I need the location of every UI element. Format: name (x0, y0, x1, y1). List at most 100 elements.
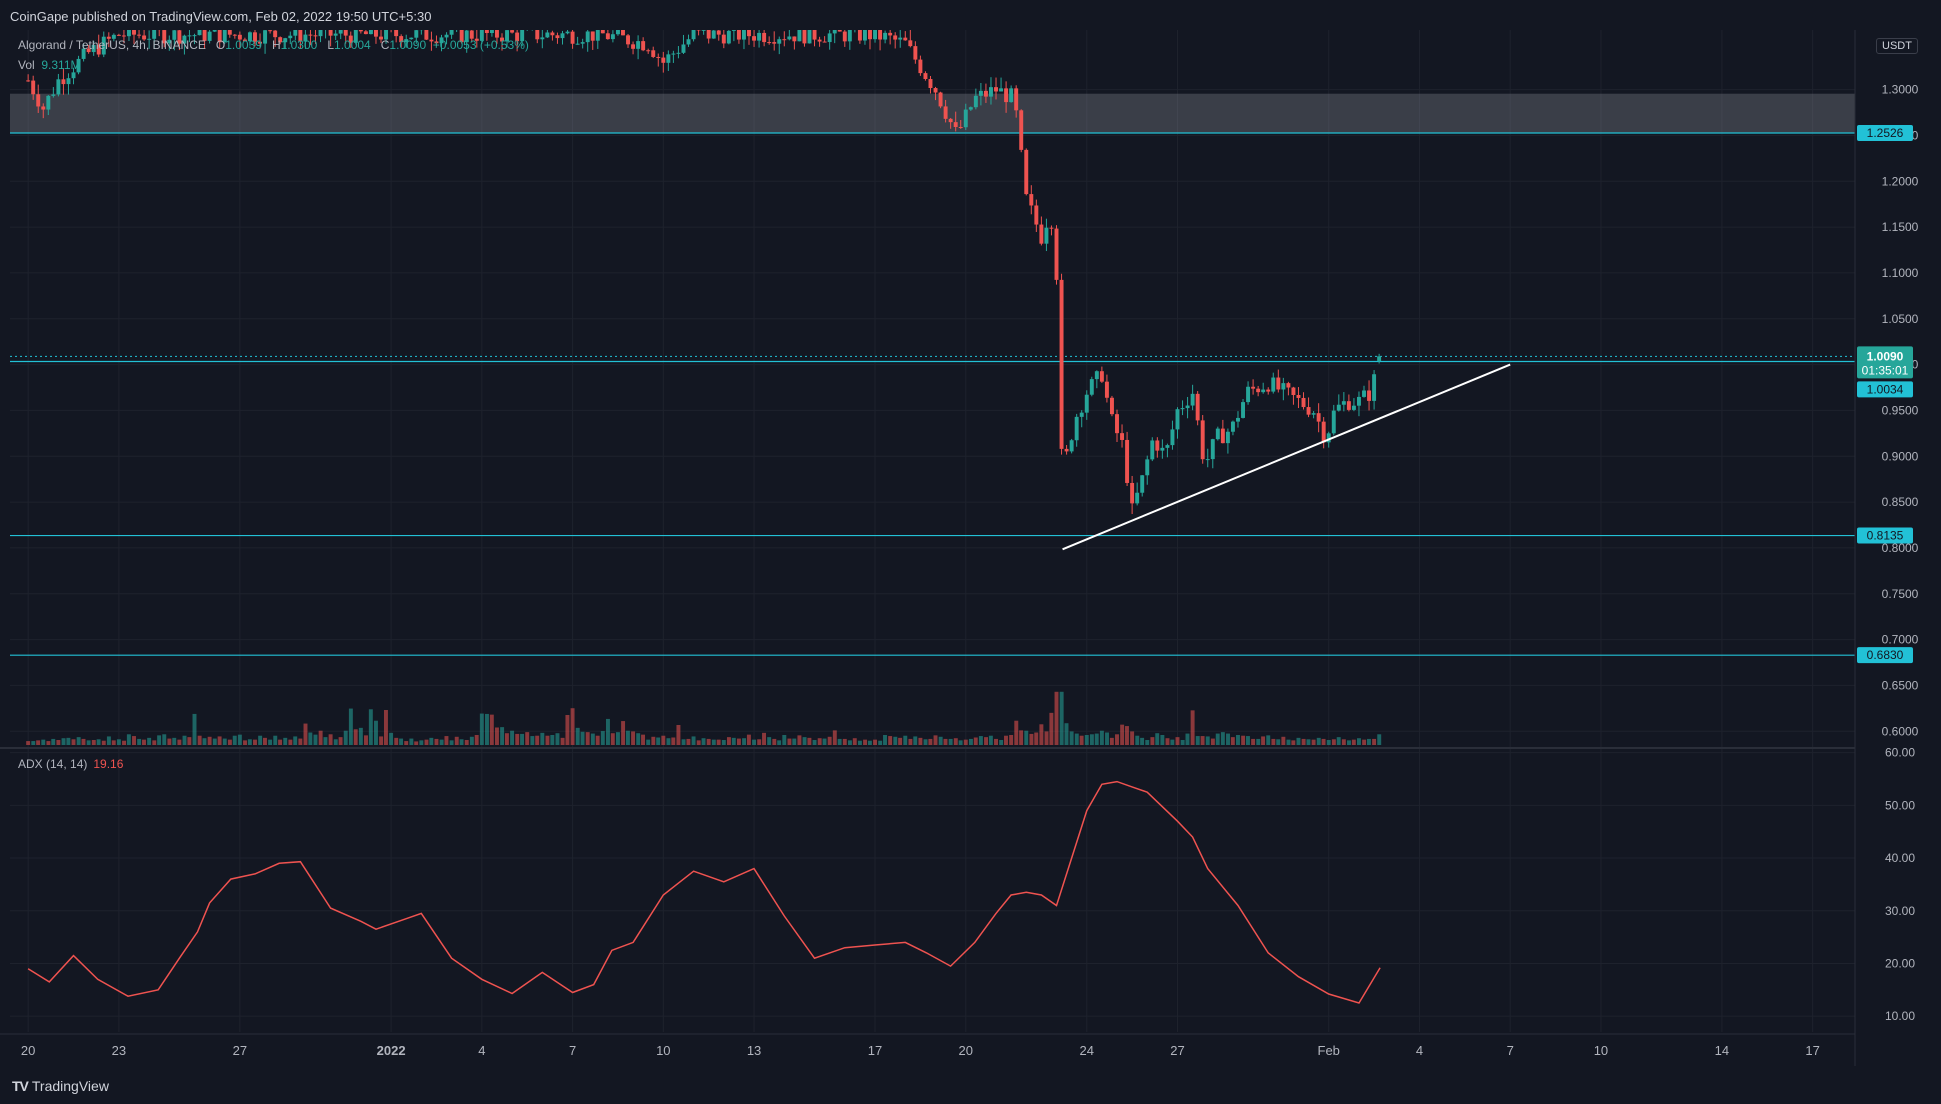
time-tick-label: 17 (1805, 1043, 1819, 1058)
candle-body (449, 27, 454, 35)
volume-bar (948, 738, 953, 745)
volume-bar (605, 718, 610, 745)
level-label-bg (1857, 125, 1913, 142)
volume-bar (424, 739, 429, 745)
candle-body (1230, 421, 1235, 432)
volume-bar (1105, 732, 1109, 745)
level-label-bg (1857, 381, 1913, 398)
candle-body (1039, 224, 1044, 244)
volume-bar (298, 738, 303, 745)
candle-body (313, 35, 318, 37)
volume-bar (192, 713, 197, 745)
candle-body (253, 32, 257, 42)
volume-bar (76, 737, 81, 745)
volume-bar (111, 740, 116, 745)
volume-bar (434, 738, 439, 745)
candle-body (81, 48, 86, 59)
close-value: 1.0090 (389, 38, 427, 52)
volume-legend[interactable]: Vol 9.311M (18, 58, 81, 72)
volume-bar (1145, 740, 1150, 745)
candle-body (474, 38, 479, 41)
volume-bar (918, 737, 923, 745)
volume-bar (994, 738, 998, 745)
candle-body (434, 41, 439, 44)
candle-body (1004, 88, 1009, 103)
candle-body (716, 30, 721, 35)
volume-bar (852, 738, 857, 745)
candle-body (268, 30, 273, 32)
volume-bar (676, 725, 681, 745)
candle-body (873, 26, 878, 40)
candle-body (66, 78, 71, 85)
adx-legend[interactable]: ADX (14, 14) 19.16 (18, 757, 123, 771)
volume-bar (364, 735, 368, 745)
volume-bar (590, 733, 595, 745)
volume-bar (913, 736, 918, 745)
time-tick-label: 10 (656, 1043, 670, 1058)
candle-body (46, 95, 51, 110)
candle-body (192, 35, 197, 37)
candle-body (147, 38, 152, 40)
candle-body (1135, 492, 1140, 504)
candle-body (661, 57, 666, 63)
candle-body (802, 27, 807, 44)
volume-bar (1336, 737, 1341, 745)
volume-bar (565, 715, 570, 745)
candle-body (182, 35, 187, 44)
candle-body (888, 32, 893, 36)
volume-bar (182, 735, 187, 745)
volume-bar (898, 737, 903, 745)
level-label: 0.8135 (1867, 529, 1904, 543)
symbol-legend[interactable]: Algorand / TetherUS, 4h, BINANCE O1.0039… (18, 38, 529, 52)
candle-body (792, 36, 797, 42)
level-label: 1.2526 (1867, 126, 1904, 140)
volume-bar (1331, 739, 1336, 745)
candle-body (1024, 149, 1029, 195)
price-axis[interactable]: 1.30001.25001.20001.15001.10001.05001.00… (1882, 83, 1919, 739)
volume-bar (217, 736, 222, 745)
adx-axis[interactable]: 60.00 50.00 40.00 30.00 20.00 10.00 (1885, 746, 1915, 1024)
candle-body (1195, 393, 1200, 421)
volume-bar (752, 739, 757, 745)
candle-body (520, 29, 525, 42)
volume-bar (1089, 734, 1094, 745)
candle-body (91, 44, 96, 53)
time-axis[interactable]: 20 23 27 2022 4 7 10 13 17 20 24 27 Feb 4 7 10 14 17 (21, 1043, 1820, 1058)
candle-body (1185, 405, 1190, 409)
volume-bar (570, 708, 575, 745)
candle-body (222, 28, 227, 43)
tradingview-logo[interactable]: TV TradingView (12, 1078, 109, 1094)
open-label: O (215, 38, 226, 52)
candle-body (1120, 433, 1125, 440)
current-price-label: 1.0090 (1867, 349, 1904, 363)
trendline[interactable] (1062, 363, 1511, 551)
volume-bar (1014, 720, 1019, 745)
volume-bar (1195, 736, 1200, 745)
candle-body (368, 26, 373, 35)
level-label-bg (1857, 527, 1913, 544)
level-label: 1.0034 (1867, 382, 1904, 396)
price-tick-label: 0.7500 (1882, 587, 1919, 601)
candle-body (374, 26, 378, 37)
candle-body (232, 34, 237, 36)
volume-bar (1109, 737, 1114, 745)
footer: TV TradingView (0, 1066, 1941, 1104)
candle-body (86, 48, 91, 53)
candle-body (1054, 228, 1059, 280)
candle-body (484, 29, 489, 34)
price-tick-label: 0.6500 (1882, 678, 1919, 692)
candle-body (132, 26, 136, 35)
volume-bar (1135, 735, 1140, 745)
volume-bar (1226, 733, 1230, 745)
currency-button[interactable]: USDT (1876, 38, 1918, 54)
volume-bar (303, 723, 308, 745)
volume-bar (1170, 739, 1175, 745)
candle-body (1064, 448, 1069, 452)
candle-body (1296, 395, 1301, 398)
volume-bar (772, 738, 777, 745)
candle-body (817, 39, 822, 42)
volume-bar (1377, 734, 1382, 745)
symbol-name[interactable]: Algorand / TetherUS, 4h, BINANCE (18, 38, 206, 52)
candle-body (1306, 407, 1311, 415)
